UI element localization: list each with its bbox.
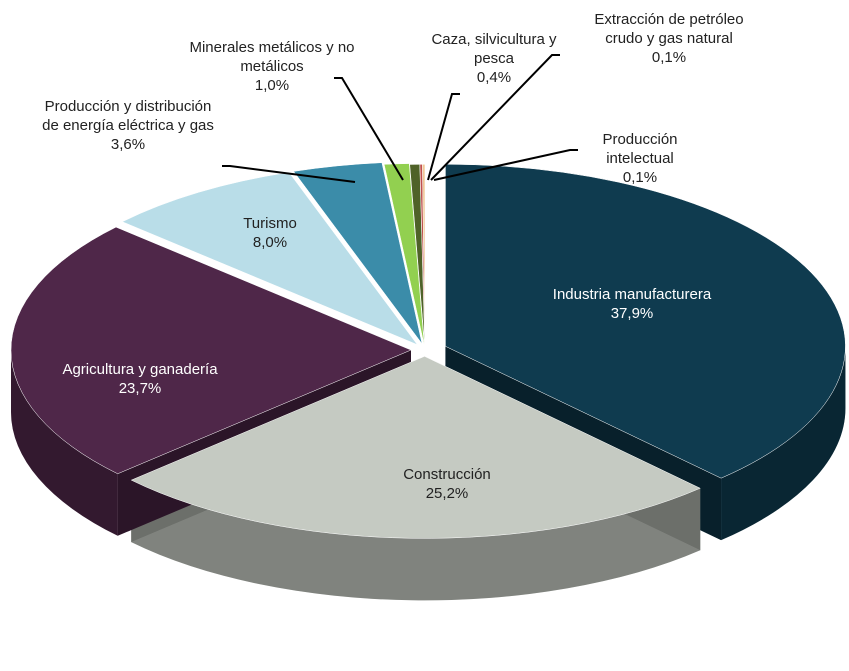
leader-line <box>433 149 578 181</box>
slice-shade <box>11 350 118 536</box>
slice-label: Agricultura y ganadería 23,7% <box>60 360 220 398</box>
value-label: 23,7% <box>118 380 162 397</box>
slice <box>422 164 426 347</box>
category-name: Turismo <box>243 215 297 232</box>
value-label: 0,1% <box>622 169 658 186</box>
slice-side <box>721 346 846 541</box>
category-name: Industria manufacturera <box>552 286 712 303</box>
category-name: Minerales metálicos y no metálicos <box>189 39 355 75</box>
slice-label: Extracción de petróleo crudo y gas natur… <box>582 10 757 67</box>
slice-shade <box>131 480 701 601</box>
slice <box>293 162 423 344</box>
slice-shade <box>721 346 846 541</box>
value-label: 1,0% <box>254 77 290 94</box>
value-label: 25,2% <box>425 485 469 502</box>
value-label: 8,0% <box>252 234 288 251</box>
slice-label: Producción intelectual 0,1% <box>570 130 710 187</box>
slice-label: Minerales metálicos y no metálicos 1,0% <box>185 38 360 95</box>
slice <box>130 356 701 539</box>
category-name: Construcción <box>403 466 491 483</box>
slice-label: Construcción 25,2% <box>367 465 527 503</box>
slice-side <box>11 350 118 536</box>
leader-line <box>222 165 356 183</box>
category-name: Producción y distribución de energía elé… <box>42 98 214 134</box>
slice-side <box>131 480 701 601</box>
slice-label: Industria manufacturera 37,9% <box>552 285 712 323</box>
leader-line <box>430 54 560 181</box>
value-label: 37,9% <box>610 305 654 322</box>
value-label: 3,6% <box>110 136 146 153</box>
slice-label: Turismo 8,0% <box>210 214 330 252</box>
leader-line <box>427 93 460 181</box>
slice-label: Caza, silvicultura y pesca 0,4% <box>419 30 569 87</box>
slice <box>121 172 419 346</box>
value-label: 0,1% <box>651 49 687 66</box>
slice <box>445 164 846 479</box>
slice <box>383 163 425 346</box>
category-name: Extracción de petróleo crudo y gas natur… <box>594 11 744 47</box>
category-name: Producción intelectual <box>602 131 678 167</box>
leader-line <box>334 77 404 181</box>
slice-label: Producción y distribución de energía elé… <box>41 97 216 154</box>
category-name: Agricultura y ganadería <box>62 361 218 378</box>
category-name: Caza, silvicultura y pesca <box>431 31 557 67</box>
slice <box>10 226 412 475</box>
value-label: 0,4% <box>476 69 512 86</box>
